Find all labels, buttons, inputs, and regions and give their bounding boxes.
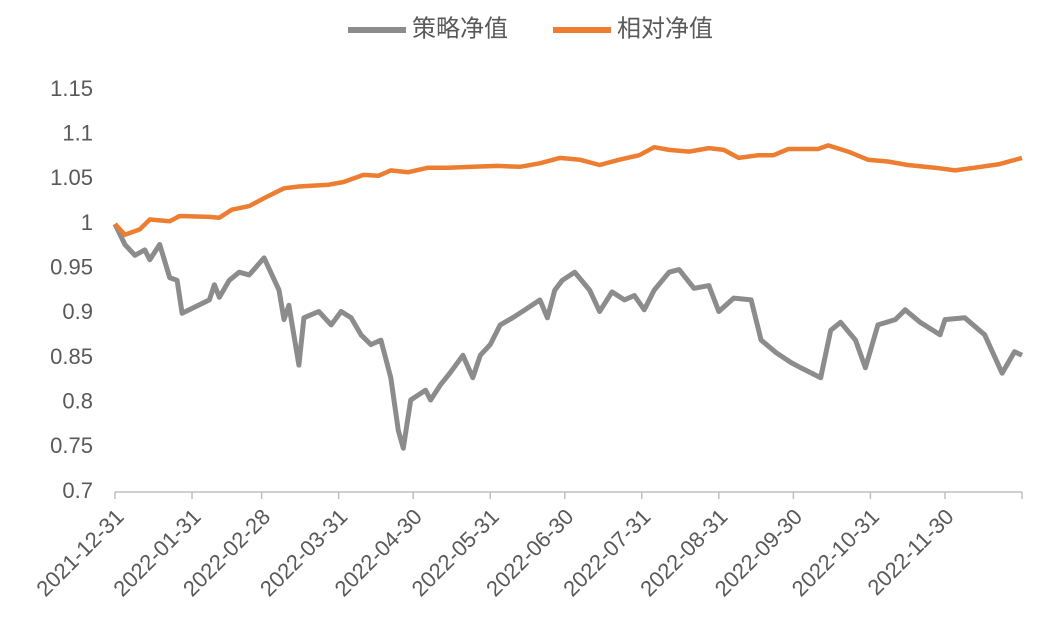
y-tick-label: 0.85	[50, 344, 93, 369]
series-line	[112, 222, 1024, 451]
y-tick-label: 0.75	[50, 433, 93, 458]
legend-label: 策略净值	[412, 15, 508, 42]
y-tick-label: 1.1	[62, 120, 93, 145]
y-tick-label: 1.05	[50, 165, 93, 190]
y-tick-label: 0.9	[62, 299, 93, 324]
legend-label: 相对净值	[617, 15, 713, 42]
series-line	[113, 143, 1023, 237]
y-tick-label: 1	[81, 210, 93, 235]
y-tick-label: 1.15	[50, 76, 93, 101]
y-tick-label: 0.95	[50, 254, 93, 279]
y-tick-label: 0.8	[62, 388, 93, 413]
y-tick-label: 0.7	[62, 478, 93, 503]
